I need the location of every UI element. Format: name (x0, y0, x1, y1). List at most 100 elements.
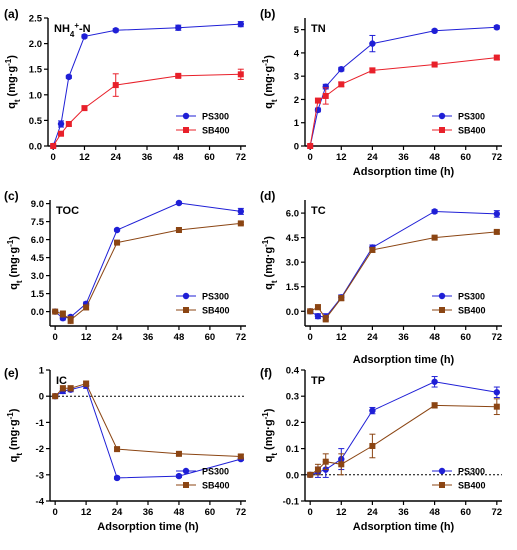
panel-d: 0 12 24 36 48 60 72 0.0 1.5 3.0 4.5 6.0 qt (mg·g-1) A… (260, 189, 502, 366)
y-tick-label: 1.0 (29, 90, 42, 101)
series-line (310, 381, 497, 476)
x-tick-label: 12 (336, 507, 347, 518)
x-tick-label: 48 (429, 507, 440, 518)
x-tick-label: 36 (142, 152, 153, 163)
data-point (59, 385, 66, 392)
panel-f: 0 12 24 36 48 60 72 -0.1 0.0 0.1 0.2 0.3 0.4 qt (mg·g… (260, 366, 502, 534)
panel-title: TC (311, 205, 326, 217)
data-point (112, 82, 119, 89)
data-point (314, 466, 321, 473)
data-point (81, 105, 88, 112)
data-point (314, 304, 321, 311)
data-point (314, 312, 322, 320)
legend-label: PS300 (458, 467, 485, 477)
y-tick-label: 3 (294, 72, 299, 83)
data-point (338, 461, 345, 468)
legend: PS300 SB400 (176, 112, 230, 136)
legend: PS300 SB400 (176, 467, 230, 491)
x-tick-label: 24 (367, 152, 378, 163)
x-tick-label: 60 (204, 152, 215, 163)
y-axis-title: qt (mg·g-1) (6, 408, 24, 462)
x-tick-label: 72 (492, 152, 503, 163)
legend-marker (439, 307, 445, 313)
data-point (65, 120, 72, 127)
x-tick-label: 48 (429, 152, 440, 163)
y-tick-label: 0.5 (29, 116, 43, 127)
x-axis-title: Adsorption time (h) (353, 166, 455, 178)
series-sb400 (307, 54, 500, 149)
y-tick-label: 0.4 (286, 366, 300, 377)
x-tick-label: 48 (174, 332, 185, 343)
y-tick-label: 1.5 (29, 65, 43, 76)
legend-marker (438, 467, 446, 475)
data-point (338, 295, 345, 302)
panel-e: 0 12 24 36 48 60 72 -4 -3 -2 -1 0 1 qt (mg·g-1) Adsorp… (4, 366, 246, 534)
y-tick-label: 1 (294, 118, 300, 129)
x-tick-label: 72 (492, 507, 503, 518)
x-tick-label: 12 (81, 332, 92, 343)
data-point (67, 317, 74, 323)
legend: PS300 SB400 (432, 467, 486, 491)
y-tick-label: 2.5 (29, 14, 43, 25)
x-tick-label: 0 (308, 152, 313, 163)
x-tick-label: 60 (460, 507, 471, 518)
panel-letter: (a) (4, 7, 19, 21)
y-tick-label: 4.5 (31, 253, 45, 264)
x-tick-label: 36 (398, 507, 409, 518)
legend-marker (183, 127, 189, 133)
y-tick-label: 9.0 (31, 199, 44, 210)
y-axis-title: qt (mg·g-1) (261, 236, 279, 290)
y-tick-label: 0.0 (31, 307, 44, 318)
x-tick-label: 24 (367, 332, 378, 343)
panel-title: TN (311, 23, 326, 35)
data-point (369, 67, 376, 74)
y-tick-label: 1.5 (286, 282, 300, 293)
data-point (493, 228, 500, 235)
panel-a: 0 12 24 36 48 60 72 0.0 0.5 1.0 1.5 2.0 2.5 qt (mg·g-… (4, 7, 247, 163)
data-point (431, 378, 438, 385)
data-point (52, 308, 59, 315)
x-tick-label: 36 (398, 332, 409, 343)
data-point (369, 407, 376, 414)
panel-letter: (e) (4, 366, 19, 380)
series-line (309, 404, 497, 476)
data-point (431, 27, 438, 34)
data-point (65, 73, 73, 81)
series-line (54, 385, 241, 479)
data-point (175, 72, 182, 79)
data-point (175, 199, 183, 207)
x-tick-label: 72 (236, 332, 247, 343)
legend-label: PS300 (458, 112, 485, 122)
y-tick-label: 0.0 (286, 307, 299, 318)
series-sb400 (50, 68, 244, 149)
data-point (175, 227, 182, 233)
data-point (338, 81, 345, 88)
x-tick-label: 0 (308, 507, 313, 518)
panel-letter: (b) (260, 7, 275, 21)
y-tick-label: 5 (294, 25, 300, 36)
data-point (112, 27, 119, 34)
y-tick-label: 2.0 (29, 39, 42, 50)
data-point (57, 120, 65, 128)
data-point (307, 471, 314, 478)
legend-label: PS300 (202, 112, 229, 122)
legend-marker (183, 307, 189, 313)
y-tick-label: 6.0 (31, 235, 44, 246)
data-point (237, 220, 244, 227)
x-tick-label: 0 (53, 332, 58, 343)
legend: PS300 SB400 (176, 292, 230, 316)
data-point (50, 143, 57, 149)
data-point (493, 389, 501, 396)
y-tick-label: 0.3 (286, 392, 299, 403)
y-tick-label: 0.0 (29, 142, 42, 153)
legend-marker (438, 292, 446, 300)
panel-title: TP (311, 375, 325, 387)
y-tick-label: -0.1 (283, 497, 300, 508)
legend: PS300 SB400 (432, 112, 486, 136)
y-tick-label: 0.0 (286, 470, 299, 481)
data-point (113, 226, 121, 234)
panel-letter: (d) (260, 189, 275, 203)
panel-letter: (c) (4, 189, 19, 203)
data-point (114, 239, 121, 246)
